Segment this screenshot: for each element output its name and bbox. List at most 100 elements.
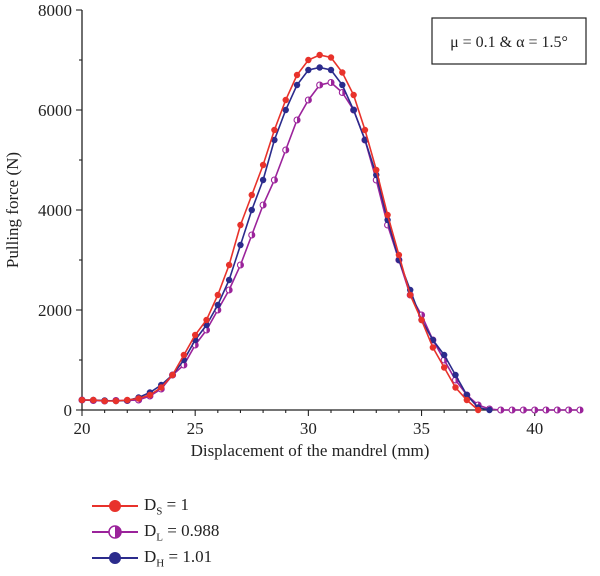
data-point [248, 206, 255, 214]
data-point [407, 291, 414, 299]
data-point [112, 397, 120, 405]
data-point [316, 64, 323, 71]
data-point [236, 261, 245, 269]
series-line [82, 66, 490, 411]
y-tick-label: 8000 [38, 1, 72, 20]
data-point [214, 301, 222, 309]
data-point [271, 136, 278, 144]
data-point [270, 176, 278, 184]
data-point [452, 371, 459, 379]
data-point [259, 176, 267, 184]
x-tick-label: 30 [300, 419, 317, 438]
data-point [373, 166, 380, 174]
data-point [259, 161, 267, 169]
data-point [203, 316, 210, 324]
y-tick-label: 4000 [38, 201, 72, 220]
chart: 20 25 30 35 40 0 2000 4000 6000 8000 μ = 0.1 & α … [3, 1, 587, 460]
data-point [384, 211, 391, 219]
data-point [101, 397, 108, 405]
data-point [327, 66, 335, 74]
data-point [158, 384, 165, 391]
x-tick-label: 20 [74, 419, 91, 438]
data-point [135, 395, 142, 402]
series-1 [78, 78, 584, 414]
x-tick-label: 40 [526, 419, 543, 438]
data-point [361, 126, 369, 134]
data-point [237, 221, 244, 229]
data-point [339, 69, 346, 76]
data-point [531, 406, 539, 414]
data-point [293, 71, 301, 79]
data-point [316, 51, 323, 59]
data-point [282, 146, 290, 154]
legend-swatch-ds [92, 500, 138, 512]
series-line [81, 81, 580, 411]
data-point [565, 406, 573, 414]
data-point [553, 406, 561, 414]
data-point [463, 391, 471, 399]
data-point [304, 96, 312, 104]
annotation-box: μ = 0.1 & α = 1.5° [431, 17, 587, 65]
annotation-frame [431, 17, 587, 65]
data-point [237, 241, 244, 249]
data-point [316, 81, 324, 89]
data-point [350, 91, 357, 99]
chart-series-layer [78, 51, 584, 414]
data-point [271, 126, 278, 134]
annotation-text: μ = 0.1 & α = 1.5° [450, 34, 568, 51]
data-point [497, 406, 505, 414]
data-point [327, 54, 335, 61]
data-point [248, 191, 255, 199]
x-tick-label: 25 [187, 419, 204, 438]
legend-item-dl: DL = 0.988 [92, 520, 352, 546]
data-point [146, 391, 154, 399]
data-point [180, 351, 188, 359]
data-point [282, 96, 289, 104]
x-axis-title: Displacement of the mandrel (mm) [191, 441, 430, 460]
data-point [440, 364, 448, 371]
data-point [440, 351, 448, 359]
data-point [508, 406, 516, 414]
legend: DS = 1 DL = 0.988 DH = 1.01 [92, 494, 352, 572]
data-point [542, 406, 550, 414]
series-2 [78, 64, 493, 414]
legend-label-ds: DS = 1 [144, 495, 189, 518]
data-point [282, 106, 289, 114]
series-line [82, 54, 479, 411]
data-point [248, 231, 256, 239]
y-tick-label: 0 [64, 401, 73, 420]
y-axis-title: Pulling force (N) [3, 152, 22, 268]
data-point [576, 406, 584, 414]
data-point [90, 396, 97, 404]
legend-item-ds: DS = 1 [92, 494, 352, 520]
data-point [214, 291, 222, 299]
data-point [293, 81, 301, 89]
chart-axes: 20 25 30 35 40 0 2000 4000 6000 8000 [38, 1, 581, 438]
data-point [463, 396, 471, 404]
data-point [78, 396, 86, 404]
data-point [124, 396, 131, 404]
data-point [305, 56, 312, 64]
y-tick-label: 2000 [38, 301, 72, 320]
data-point [395, 251, 403, 259]
data-point [519, 406, 527, 414]
x-tick-label: 35 [413, 419, 430, 438]
legend-label-dh: DH = 1.01 [144, 547, 213, 570]
data-point [452, 384, 459, 391]
y-tick-label: 6000 [38, 101, 72, 120]
data-point [259, 201, 267, 209]
data-point [418, 316, 425, 324]
legend-swatch-dl [92, 525, 138, 539]
data-point [225, 261, 233, 269]
legend-item-dh: DH = 1.01 [92, 546, 352, 572]
legend-label-dl: DL = 0.988 [144, 521, 220, 544]
legend-swatch-dh [92, 552, 138, 564]
data-point [474, 406, 482, 414]
data-point [486, 406, 493, 414]
data-point [225, 286, 233, 294]
data-point [305, 66, 312, 74]
data-point [169, 371, 176, 379]
data-point [429, 344, 437, 351]
data-point [191, 331, 199, 339]
data-point [339, 81, 346, 89]
